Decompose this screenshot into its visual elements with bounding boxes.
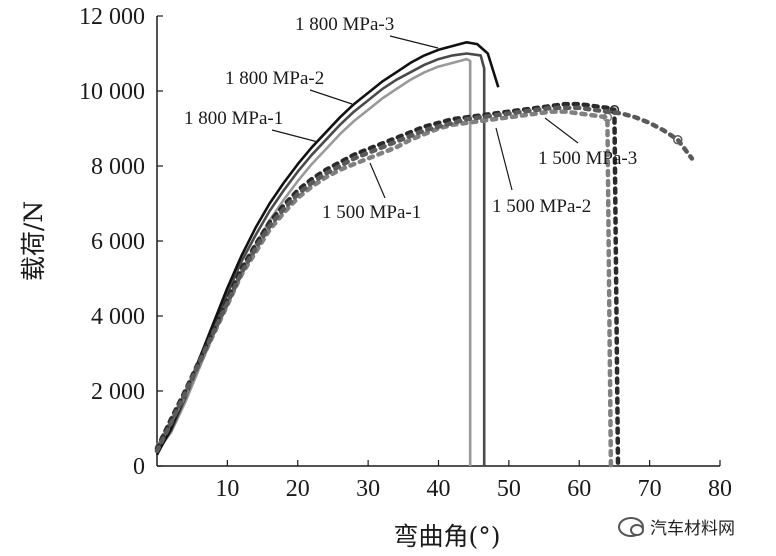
x-tick-label: 50 — [497, 476, 521, 502]
annotation-leader — [544, 117, 579, 144]
annotation-label: 1 500 MPa-3 — [538, 148, 637, 169]
annotation-leader — [271, 129, 319, 143]
annotation-label: 1 800 MPa-3 — [295, 14, 394, 35]
watermark: 汽车材料网 — [618, 514, 735, 539]
y-axis-label: 载荷/N — [19, 201, 48, 281]
x-tick-label: 10 — [215, 476, 239, 502]
annotations: 1 800 MPa-3 1 800 MPa-2 1 800 MPa-1 1 500 M… — [184, 14, 637, 223]
annotation-leader — [369, 162, 386, 199]
annotation-label: 1 500 MPa-2 — [492, 196, 591, 217]
series-group — [154, 40, 695, 469]
y-tick-label: 4 000 — [91, 304, 145, 330]
y-tick-label: 0 — [133, 454, 145, 480]
x-tick-label: 40 — [427, 476, 451, 502]
wechat-icon — [618, 516, 644, 537]
x-tick-label: 60 — [567, 476, 591, 502]
y-tick-label: 8 000 — [91, 154, 145, 180]
x-tick-label: 20 — [286, 476, 310, 502]
ticks: 10 20 30 40 50 60 70 80 0 2 000 4 000 6 000 8 000 10 … — [79, 4, 732, 502]
annotation-label: 1 800 MPa-1 — [184, 108, 283, 129]
annotation-label: 1 800 MPa-2 — [225, 68, 324, 89]
y-tick-label: 2 000 — [91, 379, 145, 405]
x-tick-label: 70 — [638, 476, 662, 502]
x-tick-label: 30 — [356, 476, 380, 502]
y-tick-label: 10 000 — [79, 79, 145, 105]
y-tick-label: 12 000 — [79, 4, 145, 30]
annotation-label: 1 500 MPa-1 — [322, 202, 421, 223]
x-axis-label: 弯曲角(°) — [393, 522, 500, 551]
annotation-leader — [495, 127, 513, 191]
x-tick-label: 80 — [708, 476, 732, 502]
watermark-text: 汽车材料网 — [650, 519, 735, 539]
annotation-leader — [309, 89, 353, 105]
annotation-leader — [389, 35, 439, 49]
fracture-point — [673, 135, 683, 145]
series-line-3 — [155, 40, 500, 456]
y-tick-label: 6 000 — [91, 229, 145, 255]
